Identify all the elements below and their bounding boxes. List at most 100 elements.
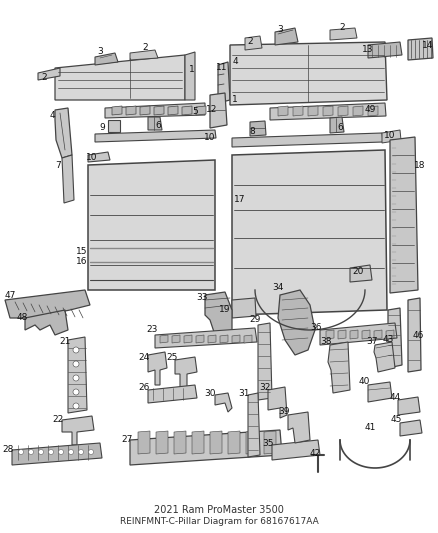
- Circle shape: [78, 449, 84, 455]
- Polygon shape: [88, 160, 215, 290]
- Polygon shape: [175, 357, 197, 389]
- Polygon shape: [350, 265, 372, 282]
- Polygon shape: [386, 330, 394, 339]
- Polygon shape: [25, 310, 68, 335]
- Text: 19: 19: [219, 305, 231, 314]
- Text: 8: 8: [249, 127, 255, 136]
- Polygon shape: [232, 298, 256, 318]
- Text: 30: 30: [204, 389, 216, 398]
- Polygon shape: [278, 290, 315, 355]
- Text: 10: 10: [204, 133, 216, 142]
- Polygon shape: [148, 117, 162, 130]
- Polygon shape: [168, 106, 178, 115]
- Polygon shape: [130, 50, 158, 60]
- Text: 3: 3: [277, 26, 283, 35]
- Polygon shape: [55, 108, 72, 158]
- Text: 45: 45: [390, 416, 402, 424]
- Polygon shape: [398, 397, 420, 415]
- Polygon shape: [12, 443, 102, 465]
- Text: 16: 16: [76, 257, 88, 266]
- Polygon shape: [232, 150, 387, 315]
- Polygon shape: [362, 330, 370, 339]
- Polygon shape: [408, 298, 421, 372]
- Text: 26: 26: [138, 384, 150, 392]
- Polygon shape: [174, 431, 186, 454]
- Text: 20: 20: [352, 268, 364, 277]
- Text: 1: 1: [189, 66, 195, 75]
- Polygon shape: [232, 335, 240, 343]
- Polygon shape: [154, 106, 164, 115]
- Polygon shape: [270, 103, 386, 120]
- Text: 2: 2: [142, 44, 148, 52]
- Polygon shape: [155, 328, 257, 348]
- Polygon shape: [62, 416, 94, 445]
- Polygon shape: [126, 106, 136, 115]
- Polygon shape: [388, 308, 402, 368]
- Polygon shape: [208, 335, 216, 343]
- Polygon shape: [138, 431, 150, 454]
- Polygon shape: [272, 440, 320, 460]
- Polygon shape: [160, 335, 168, 343]
- Polygon shape: [248, 393, 260, 457]
- Polygon shape: [140, 106, 150, 115]
- Polygon shape: [374, 330, 382, 339]
- Polygon shape: [88, 152, 110, 162]
- Polygon shape: [330, 117, 344, 133]
- Text: 33: 33: [196, 294, 208, 303]
- Polygon shape: [156, 431, 168, 454]
- Text: 47: 47: [4, 290, 16, 300]
- Text: 13: 13: [362, 45, 374, 54]
- Polygon shape: [184, 335, 192, 343]
- Text: 44: 44: [389, 393, 401, 402]
- Polygon shape: [196, 106, 206, 115]
- Polygon shape: [210, 93, 227, 128]
- Polygon shape: [275, 28, 298, 45]
- Polygon shape: [172, 335, 180, 343]
- Text: 15: 15: [76, 247, 88, 256]
- Polygon shape: [68, 337, 87, 413]
- Circle shape: [73, 375, 79, 381]
- Text: 6: 6: [337, 124, 343, 133]
- Polygon shape: [323, 106, 333, 116]
- Text: 32: 32: [259, 384, 271, 392]
- Text: 36: 36: [310, 324, 322, 333]
- Text: 29: 29: [249, 316, 261, 325]
- Polygon shape: [293, 106, 303, 116]
- Polygon shape: [192, 431, 204, 454]
- Polygon shape: [264, 431, 276, 454]
- Polygon shape: [220, 335, 228, 343]
- Polygon shape: [338, 330, 346, 339]
- Circle shape: [68, 449, 74, 455]
- Polygon shape: [268, 387, 287, 418]
- Polygon shape: [350, 330, 358, 339]
- Polygon shape: [244, 335, 252, 343]
- Text: 22: 22: [53, 416, 64, 424]
- Polygon shape: [374, 342, 395, 372]
- Polygon shape: [218, 62, 230, 103]
- Text: 12: 12: [206, 106, 218, 115]
- Polygon shape: [55, 55, 185, 100]
- Text: 31: 31: [238, 389, 250, 398]
- Polygon shape: [400, 420, 422, 436]
- Polygon shape: [196, 335, 204, 343]
- Text: 17: 17: [234, 196, 246, 205]
- Text: 39: 39: [278, 408, 290, 416]
- Text: 1: 1: [232, 95, 238, 104]
- Polygon shape: [320, 323, 397, 345]
- Polygon shape: [278, 106, 288, 116]
- Polygon shape: [105, 103, 205, 118]
- Polygon shape: [408, 38, 433, 60]
- Text: 49: 49: [364, 106, 376, 115]
- Text: 2: 2: [247, 37, 253, 46]
- Polygon shape: [215, 393, 232, 412]
- Polygon shape: [95, 53, 118, 65]
- Text: 2: 2: [41, 74, 47, 83]
- Polygon shape: [338, 106, 348, 116]
- Polygon shape: [185, 52, 195, 100]
- Polygon shape: [230, 42, 387, 105]
- Text: 28: 28: [2, 446, 14, 455]
- Text: 40: 40: [358, 377, 370, 386]
- Text: 34: 34: [272, 284, 284, 293]
- Circle shape: [88, 449, 93, 455]
- Text: 38: 38: [320, 337, 332, 346]
